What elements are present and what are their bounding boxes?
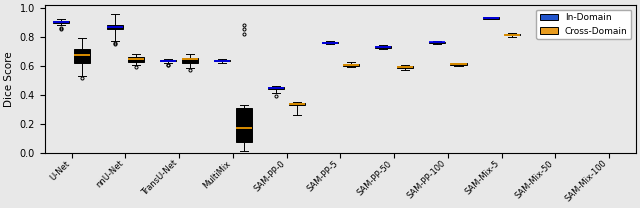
PathPatch shape	[375, 46, 392, 48]
PathPatch shape	[74, 49, 90, 63]
PathPatch shape	[236, 108, 252, 142]
PathPatch shape	[451, 63, 467, 65]
PathPatch shape	[268, 87, 284, 89]
PathPatch shape	[289, 103, 305, 105]
PathPatch shape	[343, 64, 359, 66]
PathPatch shape	[504, 34, 520, 35]
Legend: In-Domain, Cross-Domain: In-Domain, Cross-Domain	[536, 10, 631, 39]
PathPatch shape	[558, 17, 574, 18]
PathPatch shape	[612, 17, 628, 19]
PathPatch shape	[321, 42, 338, 43]
PathPatch shape	[429, 42, 445, 43]
PathPatch shape	[214, 60, 230, 61]
PathPatch shape	[397, 66, 413, 68]
PathPatch shape	[182, 58, 198, 63]
PathPatch shape	[128, 57, 144, 62]
PathPatch shape	[107, 25, 123, 29]
PathPatch shape	[590, 16, 606, 17]
PathPatch shape	[53, 21, 69, 23]
PathPatch shape	[483, 17, 499, 19]
Y-axis label: Dice Score: Dice Score	[4, 51, 14, 106]
PathPatch shape	[161, 60, 177, 61]
PathPatch shape	[536, 15, 552, 16]
